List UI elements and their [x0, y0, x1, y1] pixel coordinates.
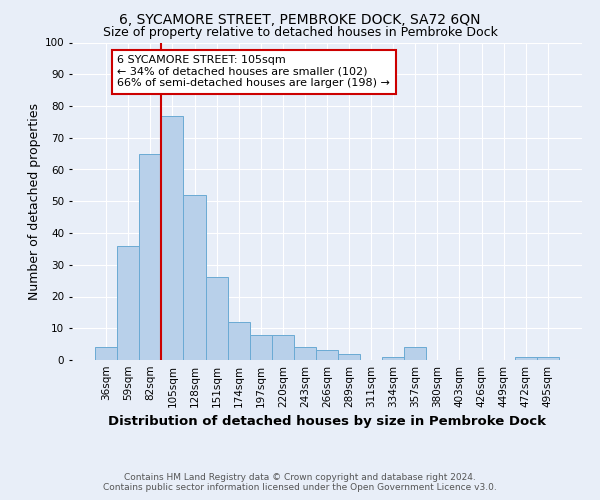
Bar — [161, 116, 184, 360]
Text: Contains HM Land Registry data © Crown copyright and database right 2024.
Contai: Contains HM Land Registry data © Crown c… — [103, 473, 497, 492]
Text: Size of property relative to detached houses in Pembroke Dock: Size of property relative to detached ho… — [103, 26, 497, 39]
Bar — [139, 154, 161, 360]
X-axis label: Distribution of detached houses by size in Pembroke Dock: Distribution of detached houses by size … — [108, 416, 546, 428]
Text: 6 SYCAMORE STREET: 105sqm
← 34% of detached houses are smaller (102)
66% of semi: 6 SYCAMORE STREET: 105sqm ← 34% of detac… — [117, 55, 390, 88]
Bar — [272, 334, 294, 360]
Bar — [404, 348, 427, 360]
Bar — [537, 357, 559, 360]
Bar — [206, 278, 227, 360]
Bar — [382, 357, 404, 360]
Bar — [184, 195, 206, 360]
Bar — [515, 357, 537, 360]
Bar — [117, 246, 139, 360]
Bar — [294, 348, 316, 360]
Bar — [316, 350, 338, 360]
Bar — [95, 348, 117, 360]
Bar — [250, 334, 272, 360]
Y-axis label: Number of detached properties: Number of detached properties — [28, 103, 41, 300]
Text: 6, SYCAMORE STREET, PEMBROKE DOCK, SA72 6QN: 6, SYCAMORE STREET, PEMBROKE DOCK, SA72 … — [119, 12, 481, 26]
Bar — [338, 354, 360, 360]
Bar — [227, 322, 250, 360]
